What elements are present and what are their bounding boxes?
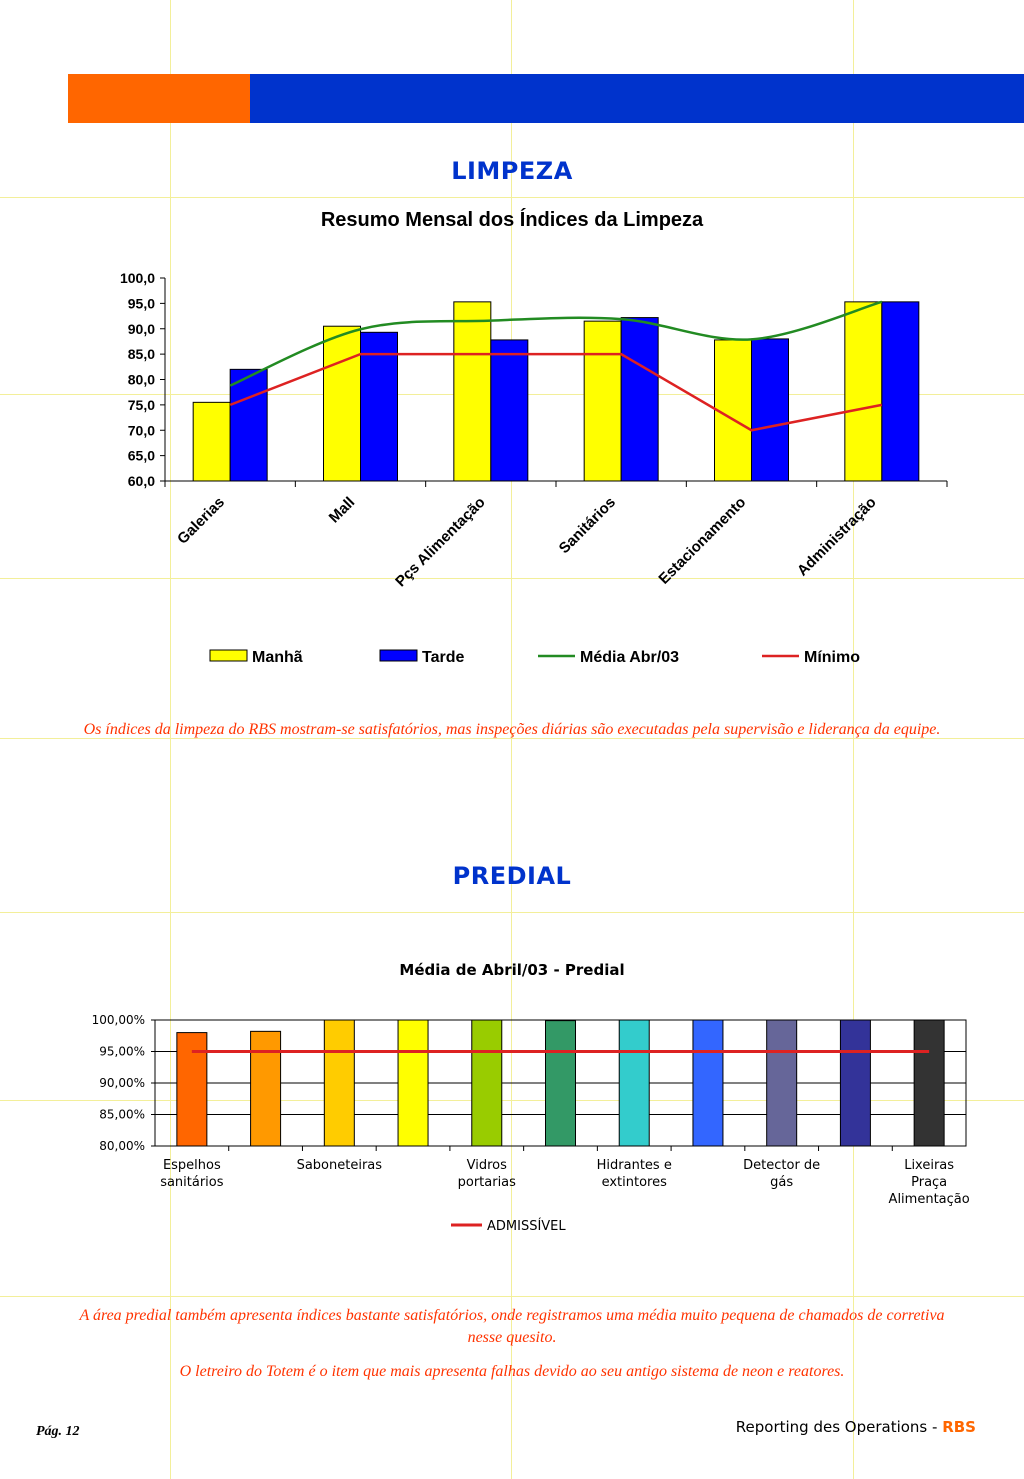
y-tick-label: 95,00% — [99, 1045, 145, 1059]
legend-label: ADMISSÍVEL — [487, 1218, 566, 1234]
x-category-label: gás — [770, 1175, 793, 1190]
bar-5 — [545, 1020, 576, 1147]
bar-10 — [913, 1019, 945, 1147]
x-category-label: Mall — [326, 494, 359, 527]
x-category-label: Praça — [911, 1175, 947, 1190]
footer-brand: RBS — [942, 1418, 976, 1436]
legend-label: Mínimo — [804, 649, 860, 666]
x-category-label: Estacionamento — [655, 494, 749, 588]
bar-tarde — [881, 301, 920, 482]
y-tick-label: 70,0 — [128, 422, 155, 438]
x-category-label: Administração — [794, 494, 880, 580]
y-tick-label: 90,0 — [128, 321, 155, 337]
x-category-label: Alimentação — [889, 1192, 970, 1207]
y-tick-label: 90,00% — [99, 1076, 145, 1090]
y-tick-label: 60,0 — [128, 473, 155, 489]
x-category-label: Detector de — [743, 1158, 820, 1173]
y-tick-label: 75,0 — [128, 397, 155, 413]
bar-7 — [692, 1019, 724, 1147]
x-category-label: Sanitários — [556, 494, 619, 557]
bar-1 — [250, 1030, 282, 1147]
x-category-label: Lixeiras — [904, 1158, 954, 1173]
bar-manha — [453, 301, 492, 482]
line-media — [229, 300, 883, 387]
legend-label: Manhã — [252, 649, 303, 666]
bar-2 — [323, 1019, 355, 1147]
bar-manha — [844, 301, 883, 482]
header-orange-bar — [68, 74, 250, 123]
legend-swatch — [379, 649, 418, 662]
legend-label: Tarde — [422, 649, 464, 666]
x-category-label: sanitários — [160, 1175, 224, 1190]
bar-tarde — [620, 317, 659, 482]
y-tick-label: 100,0 — [120, 270, 155, 286]
bar-tarde — [360, 331, 398, 482]
y-tick-label: 80,0 — [128, 372, 155, 388]
legend-swatch — [209, 649, 248, 662]
x-category-label: extintores — [602, 1175, 668, 1190]
page-number: Pág. 12 — [36, 1424, 80, 1439]
predial-note-1: A área predial também apresenta índices … — [79, 1307, 945, 1346]
bar-3 — [397, 1019, 429, 1147]
limpeza-note: Os índices da limpeza do RBS mostram-se … — [83, 721, 941, 738]
x-category-label: portarias — [458, 1175, 517, 1190]
bar-9 — [839, 1019, 871, 1147]
bar-tarde — [751, 338, 789, 482]
bar-tarde — [229, 368, 268, 482]
bar-tarde — [490, 339, 529, 482]
x-category-label: Espelhos — [163, 1158, 221, 1173]
bar-8 — [766, 1019, 798, 1147]
chart-title: Resumo Mensal dos Índices da Limpeza — [321, 208, 704, 231]
bar-manha — [583, 320, 622, 482]
bar-4 — [471, 1019, 503, 1147]
predial-chart: Média de Abril/03 - Predial 100,00% 95,00%… — [92, 961, 970, 1234]
y-tick-label: 80,00% — [99, 1139, 145, 1153]
line-minimo — [229, 352, 883, 432]
header-blue-bar — [250, 74, 1024, 123]
limpeza-chart: Resumo Mensal dos Índices da Limpeza 100,… — [120, 208, 948, 666]
limpeza-section-title: LIMPEZA — [451, 157, 573, 185]
bar-manha — [323, 325, 361, 482]
y-tick-label: 85,0 — [128, 346, 155, 362]
bar-6 — [618, 1019, 650, 1147]
bar-0 — [176, 1032, 208, 1147]
x-category-label: Pçs Alimentação — [392, 494, 489, 591]
chart-title: Média de Abril/03 - Predial — [399, 961, 624, 979]
predial-note-2: O letreiro do Totem é o item que mais ap… — [179, 1363, 845, 1380]
y-tick-label: 65,0 — [128, 448, 155, 464]
x-category-label: Galerias — [174, 494, 228, 548]
y-tick-label: 85,00% — [99, 1108, 145, 1122]
y-tick-label: 95,0 — [128, 295, 155, 311]
x-category-label: Vidros — [467, 1158, 507, 1173]
footer-report-text: Reporting des Operations - — [735, 1418, 943, 1436]
bar-manha — [192, 401, 231, 482]
x-category-label: Hidrantes e — [597, 1158, 672, 1173]
y-tick-label: 100,00% — [92, 1013, 145, 1027]
bar-manha — [714, 339, 752, 482]
legend-label: Média Abr/03 — [580, 649, 679, 666]
predial-section-title: PREDIAL — [452, 862, 572, 890]
x-category-label: Saboneteiras — [297, 1158, 383, 1173]
footer-report: Reporting des Operations - RBS — [736, 1418, 976, 1436]
